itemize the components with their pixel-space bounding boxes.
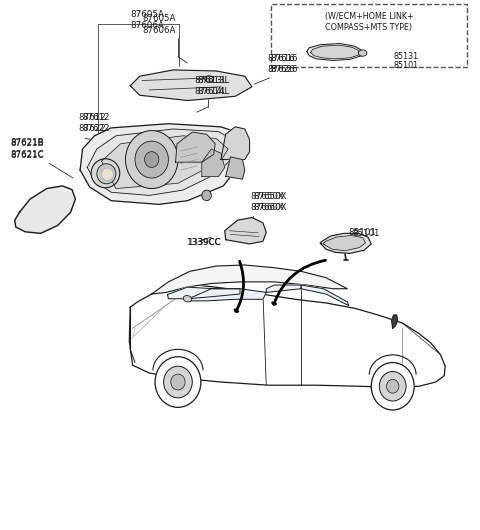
Text: 87616
87626: 87616 87626 (268, 54, 295, 74)
Ellipse shape (183, 296, 192, 302)
Polygon shape (392, 315, 397, 328)
Bar (271, 4, 467, 67)
Circle shape (144, 152, 159, 167)
Polygon shape (202, 149, 225, 176)
Text: 85101: 85101 (349, 228, 377, 237)
Ellipse shape (204, 76, 213, 82)
Text: 87621B
87621C: 87621B 87621C (10, 139, 44, 160)
Polygon shape (176, 132, 215, 162)
Ellipse shape (91, 159, 120, 188)
Polygon shape (307, 43, 362, 60)
Ellipse shape (359, 50, 367, 56)
Text: 87612
87622: 87612 87622 (79, 113, 107, 133)
Circle shape (371, 363, 414, 410)
Text: 1339CC: 1339CC (186, 238, 220, 248)
Circle shape (164, 366, 192, 398)
Text: 87613L
87614L: 87613L 87614L (195, 76, 228, 96)
Polygon shape (152, 265, 348, 294)
Polygon shape (221, 127, 250, 160)
Polygon shape (102, 136, 228, 189)
Text: 87612
87622: 87612 87622 (83, 113, 110, 133)
Circle shape (155, 357, 201, 408)
Circle shape (135, 141, 168, 178)
Text: (W/ECM+HOME LINK+
COMPASS+MTS TYPE): (W/ECM+HOME LINK+ COMPASS+MTS TYPE) (324, 12, 413, 32)
Ellipse shape (101, 168, 113, 181)
Text: 87621B
87621C: 87621B 87621C (10, 138, 44, 158)
Circle shape (386, 379, 399, 393)
Polygon shape (311, 45, 359, 59)
Text: 87605A
87606A: 87605A 87606A (142, 14, 176, 34)
Text: 1339CC: 1339CC (188, 238, 221, 247)
Polygon shape (87, 129, 238, 196)
Polygon shape (80, 123, 245, 205)
Polygon shape (266, 285, 301, 293)
Text: 87650X
87660X: 87650X 87660X (253, 192, 287, 213)
Circle shape (202, 190, 211, 201)
Polygon shape (323, 235, 365, 251)
Polygon shape (225, 217, 266, 244)
Circle shape (171, 374, 185, 390)
Ellipse shape (97, 164, 116, 184)
Polygon shape (168, 287, 240, 299)
Polygon shape (320, 233, 371, 253)
Polygon shape (187, 289, 266, 301)
Text: 87616
87626: 87616 87626 (270, 54, 298, 74)
Text: 85101: 85101 (394, 61, 419, 70)
Text: 85131: 85131 (394, 52, 419, 61)
Text: 85101: 85101 (352, 229, 380, 238)
Polygon shape (130, 70, 252, 101)
Polygon shape (129, 285, 445, 387)
Polygon shape (15, 186, 75, 233)
Circle shape (379, 372, 406, 401)
Text: 87613L
87614L: 87613L 87614L (197, 76, 229, 96)
Circle shape (125, 130, 178, 189)
Text: 87605A
87606A: 87605A 87606A (130, 10, 164, 30)
Polygon shape (301, 285, 349, 306)
Text: 87650X
87660X: 87650X 87660X (251, 192, 285, 213)
Polygon shape (226, 157, 245, 179)
